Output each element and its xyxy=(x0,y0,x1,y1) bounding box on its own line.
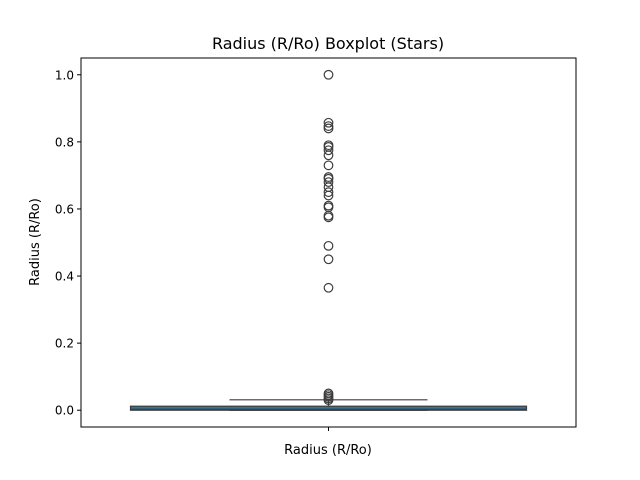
y-tick-label: 0.4 xyxy=(55,270,74,284)
outlier-point xyxy=(323,150,334,161)
outlier-point xyxy=(323,190,334,201)
outlier-point xyxy=(323,117,334,128)
y-tick-label: 1.0 xyxy=(55,68,74,82)
outlier-point xyxy=(323,187,334,198)
outlier-point xyxy=(323,160,334,171)
outlier-point xyxy=(323,69,334,80)
y-tick-label: 0.2 xyxy=(55,337,74,351)
x-axis-label: Radius (R/Ro) xyxy=(284,443,372,458)
outlier-point xyxy=(323,182,334,193)
y-axis-label: Radius (R/Ro) xyxy=(28,198,43,286)
outlier-point xyxy=(323,395,334,406)
y-tick-label: 0.8 xyxy=(55,135,74,149)
outlier-point xyxy=(323,123,334,134)
outlier-point xyxy=(323,177,334,188)
axes-frame xyxy=(80,57,577,428)
outlier-point xyxy=(323,282,334,293)
y-tick-label: 0.6 xyxy=(55,202,74,216)
outlier-point xyxy=(323,240,334,251)
outlier-point xyxy=(323,212,334,223)
outlier-point xyxy=(323,254,334,265)
box xyxy=(129,405,528,411)
y-axis: 0.0 0.2 0.4 0.6 0.8 1.0 xyxy=(55,68,81,418)
chart-title: Radius (R/Ro) Boxplot (Stars) xyxy=(212,34,444,53)
y-tick-label: 0.0 xyxy=(55,404,74,418)
x-axis: Radius (R/Ro) xyxy=(284,427,372,458)
outlier-point xyxy=(323,145,334,156)
plot-area xyxy=(129,69,528,411)
